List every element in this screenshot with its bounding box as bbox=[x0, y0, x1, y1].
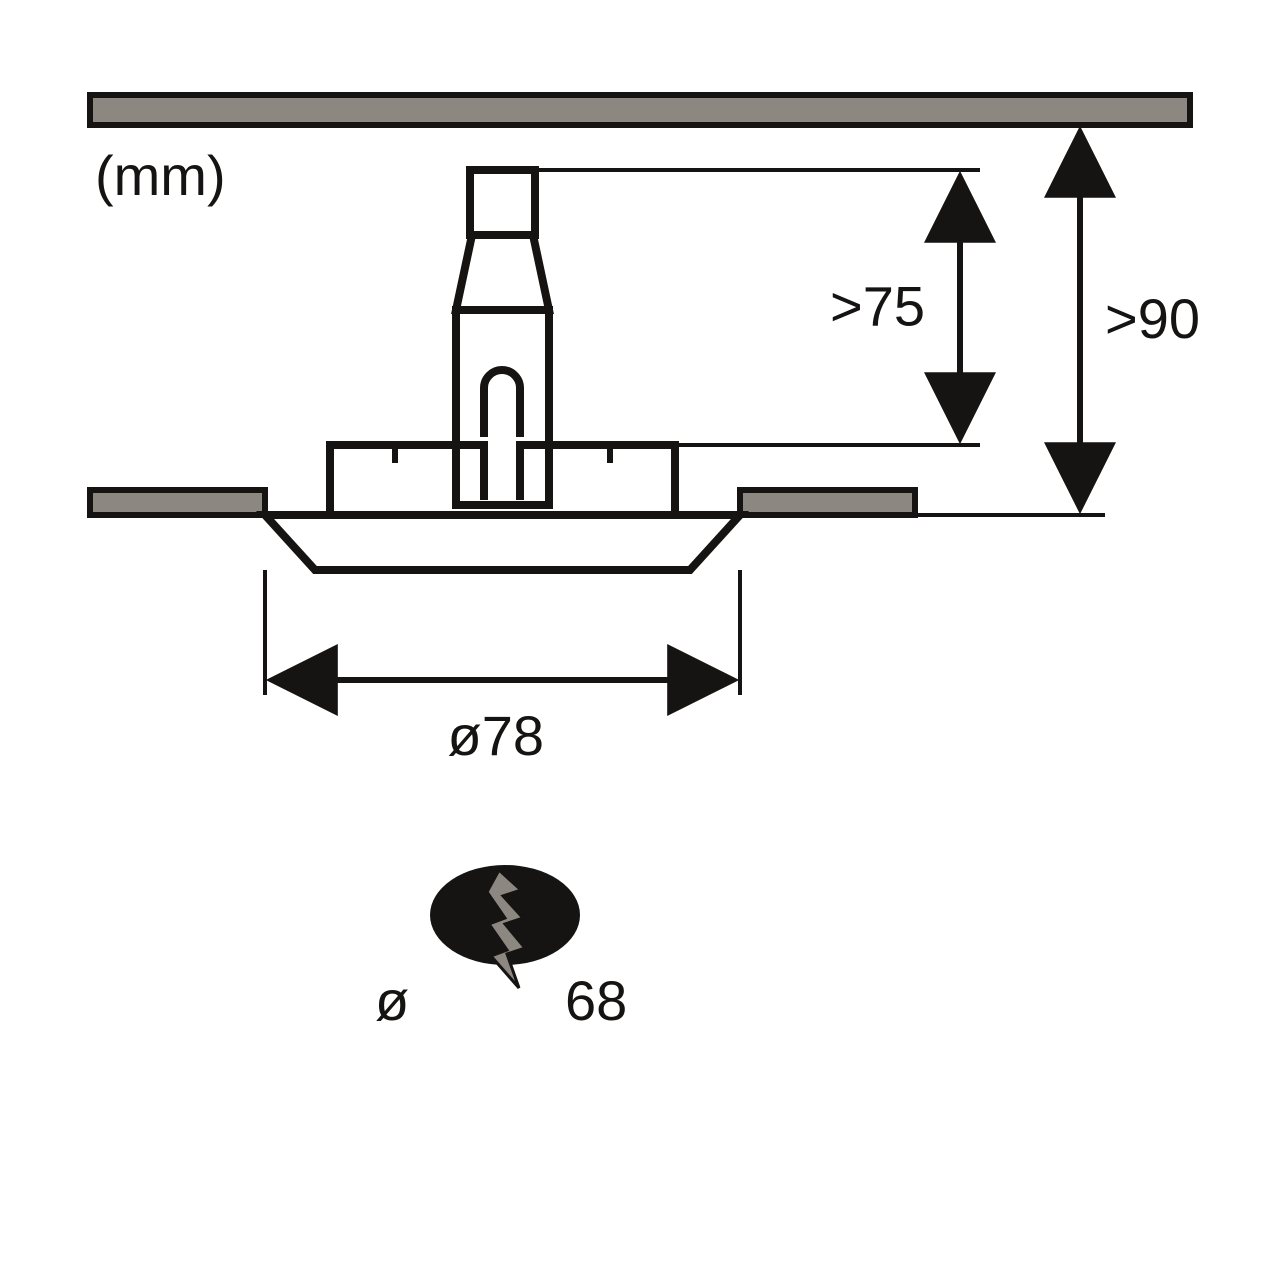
ceiling-bar bbox=[90, 95, 1190, 125]
cutout-prefix: ø bbox=[375, 969, 409, 1032]
dim-total-depth-label: >90 bbox=[1105, 287, 1200, 350]
cutout-value: 68 bbox=[565, 969, 627, 1032]
dimension-diagram: (mm) >90 >75 ø78 ø 68 bbox=[0, 0, 1280, 1280]
socket-neck bbox=[456, 235, 549, 310]
socket-body bbox=[456, 310, 549, 505]
unit-label: (mm) bbox=[95, 144, 226, 207]
dim-recess-label: >75 bbox=[830, 275, 925, 338]
mount-surface-right bbox=[740, 490, 915, 515]
mount-surface-left bbox=[90, 490, 265, 515]
dim-diameter-label: ø78 bbox=[448, 704, 545, 767]
trim-ring bbox=[265, 515, 740, 570]
socket-cap bbox=[470, 170, 535, 235]
